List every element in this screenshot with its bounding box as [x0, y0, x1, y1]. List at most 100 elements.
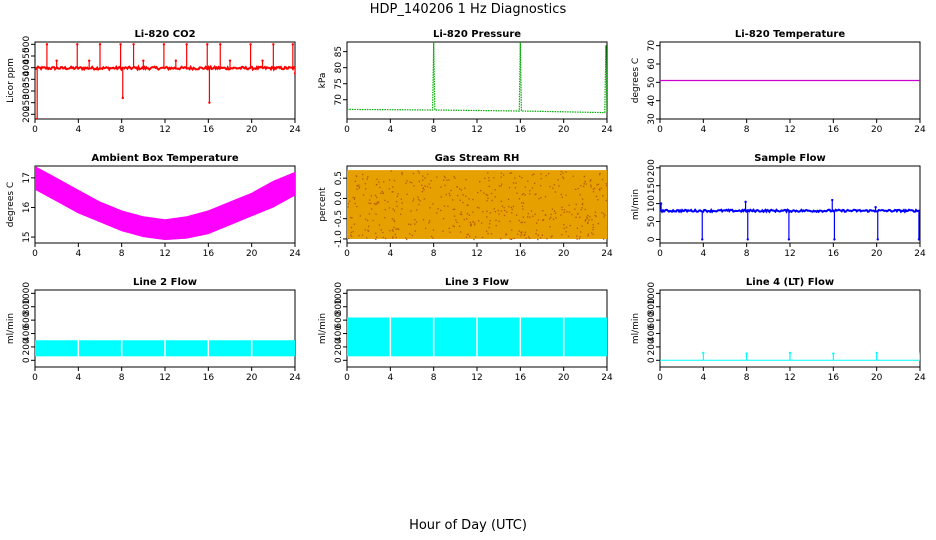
data-speckle: [500, 200, 503, 203]
data-speckle: [500, 176, 502, 178]
data-speckle: [349, 200, 351, 202]
data-speckle: [512, 182, 515, 184]
x-tick-label: 0: [32, 125, 38, 135]
data-speckle: [397, 228, 400, 231]
data-speckle: [594, 211, 597, 213]
data-speckle: [467, 233, 469, 235]
data-speckle: [425, 227, 427, 229]
data-speckle: [406, 238, 408, 241]
data-speckle: [547, 173, 550, 175]
data-speckle: [362, 173, 364, 176]
data-speckle: [590, 186, 592, 188]
data-speckle: [578, 238, 581, 240]
data-speckle: [414, 223, 416, 225]
data-speckle: [549, 226, 551, 228]
x-tick-label: 12: [784, 125, 795, 135]
panel-title: Sample Flow: [754, 153, 826, 164]
data-speckle: [424, 177, 426, 179]
data-speckle: [497, 209, 499, 212]
data-speckle: [395, 200, 398, 203]
data-speckle: [376, 196, 378, 198]
data-speckle: [397, 193, 399, 195]
y-tick-label: 150: [647, 177, 657, 194]
data-speckle: [508, 186, 511, 189]
x-tick-label: 20: [558, 249, 570, 259]
data-speckle: [410, 210, 412, 212]
data-speckle: [428, 220, 431, 222]
data-speckle: [380, 192, 382, 194]
data-point: [875, 351, 878, 355]
panel-5: Gas Stream RH 0 4 8 12 16 20 24 -1.0 -0.5 0.0 0.5 pe…: [318, 153, 613, 259]
data-speckle: [506, 211, 508, 213]
x-tick-label: 4: [700, 125, 706, 135]
data-speckle: [423, 198, 426, 200]
y-tick-label: 800: [334, 298, 344, 315]
y-tick-label: 600: [334, 311, 344, 328]
x-tick-label: 0: [32, 373, 38, 383]
data-speckle: [542, 219, 544, 222]
data-speckle: [375, 238, 377, 241]
data-speckle: [602, 213, 605, 215]
data-speckle: [364, 183, 367, 185]
panel-title: Li-820 Temperature: [735, 29, 845, 40]
data-speckle: [516, 192, 518, 194]
panel-frame: [659, 165, 921, 244]
data-speckle: [417, 196, 419, 198]
data-speckle: [370, 208, 373, 210]
x-tick-label: 4: [387, 125, 393, 135]
data-speckle: [352, 231, 354, 233]
data-speckle: [529, 216, 531, 218]
y-tick-label: 200: [334, 338, 344, 355]
x-tick-label: 20: [871, 125, 883, 135]
data-speckle: [576, 238, 578, 240]
x-tick-label: 16: [828, 373, 840, 383]
data-point: [874, 205, 877, 209]
data-speckle: [472, 220, 474, 223]
data-speckle: [605, 185, 607, 187]
data-speckle: [476, 206, 479, 209]
data-speckle: [591, 219, 593, 221]
x-tick-label: 0: [344, 125, 350, 135]
data-speckle: [412, 198, 415, 200]
y-tick-label: 0.0: [334, 191, 344, 206]
y-tick-label: -0.5: [334, 210, 344, 228]
data-speckle: [576, 227, 579, 229]
x-tick-label: 0: [657, 125, 663, 135]
x-tick-label: 20: [871, 249, 883, 259]
data-speckle: [375, 232, 377, 234]
data-speckle: [561, 206, 563, 208]
data-speckle: [418, 180, 420, 183]
data-speckle: [540, 177, 542, 180]
data-speckle: [488, 223, 491, 225]
data-point: [833, 238, 836, 241]
data-speckle: [597, 183, 600, 185]
data-speckle: [560, 173, 562, 176]
data-speckle: [599, 189, 601, 191]
data-speckle: [509, 238, 511, 240]
data-speckle: [579, 194, 581, 196]
data-speckle: [385, 237, 387, 240]
data-speckle: [552, 187, 554, 189]
data-speckle: [585, 183, 587, 185]
data-speckle: [351, 217, 353, 219]
data-speckle: [447, 205, 449, 207]
data-speckle: [419, 200, 421, 202]
data-speckle: [537, 219, 539, 221]
data-speckle: [581, 203, 584, 206]
data-speckle: [574, 208, 576, 210]
data-speckle: [453, 175, 455, 178]
data-speckle: [521, 202, 523, 204]
data-speckle: [443, 175, 446, 177]
data-speckle: [576, 235, 578, 237]
data-speckle: [540, 237, 542, 239]
data-speckle: [521, 193, 524, 196]
data-speckle: [389, 229, 391, 232]
data-speckle: [350, 234, 352, 236]
data-point: [702, 351, 705, 355]
data-speckle: [401, 208, 403, 210]
data-speckle: [469, 224, 472, 226]
data-speckle: [448, 192, 451, 195]
data-speckle: [367, 229, 369, 231]
y-axis-label: ml/min: [318, 313, 328, 344]
